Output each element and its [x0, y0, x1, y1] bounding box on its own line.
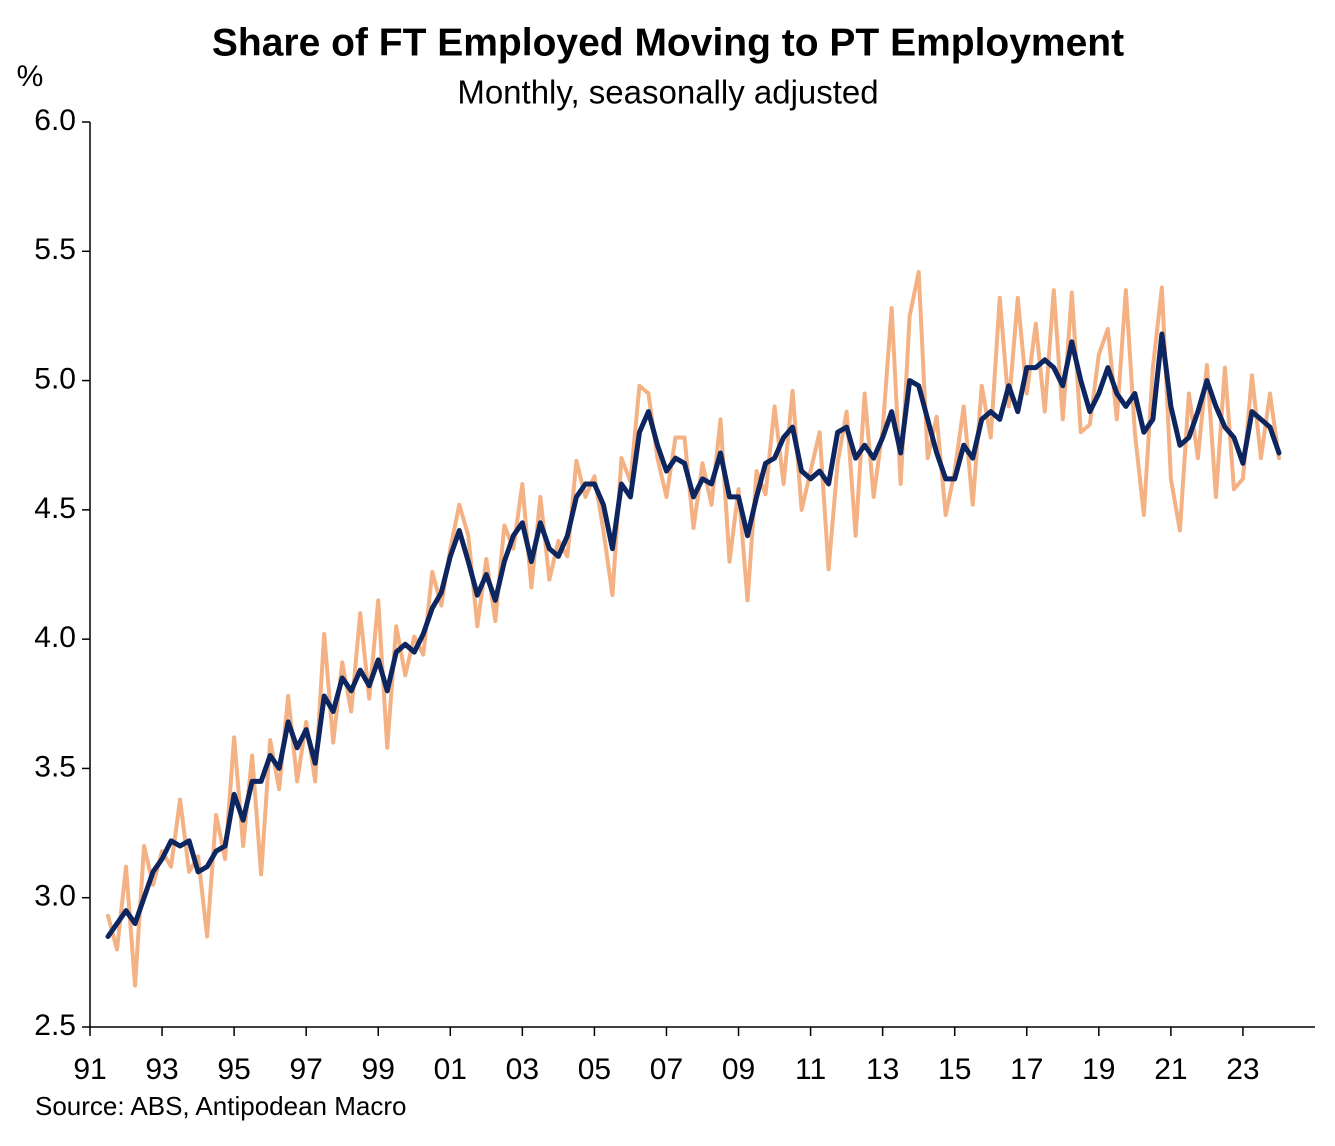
x-tick-label: 99: [362, 1053, 395, 1086]
data-line: [106, 269, 1281, 988]
x-tick-label: 05: [578, 1053, 611, 1086]
chart-subtitle: Monthly, seasonally adjusted: [457, 74, 878, 111]
x-tick-label: 07: [650, 1053, 683, 1086]
data-line: [105, 331, 1282, 939]
x-tick-label: 15: [938, 1053, 971, 1086]
y-tick-label: 3.5: [34, 750, 76, 783]
source-note: Source: ABS, Antipodean Macro: [35, 1091, 406, 1121]
y-tick-label: 3.0: [34, 880, 76, 913]
x-tick-label: 13: [866, 1053, 899, 1086]
x-tick-label: 93: [145, 1053, 178, 1086]
x-tick-label: 91: [73, 1053, 106, 1086]
x-tick-label: 95: [217, 1053, 250, 1086]
x-tick-label: 11: [795, 1053, 826, 1086]
y-tick-label: 5.0: [34, 362, 76, 395]
y-axis-unit: %: [17, 60, 44, 93]
chart-title: Share of FT Employed Moving to PT Employ…: [212, 21, 1124, 64]
x-tick-label: 17: [1010, 1053, 1043, 1086]
x-tick-label: 09: [722, 1053, 755, 1086]
x-tick-label: 03: [506, 1053, 539, 1086]
y-tick-label: 6.0: [34, 104, 76, 137]
x-tick-label: 01: [434, 1053, 467, 1086]
y-tick-label: 5.5: [34, 233, 76, 266]
y-tick-label: 2.5: [34, 1009, 76, 1042]
x-tick-label: 21: [1154, 1053, 1187, 1086]
x-tick-label: 19: [1082, 1053, 1115, 1086]
x-tick-label: 23: [1226, 1053, 1259, 1086]
y-tick-label: 4.5: [34, 492, 76, 525]
y-tick-label: 4.0: [34, 621, 76, 654]
x-tick-label: 97: [289, 1053, 322, 1086]
